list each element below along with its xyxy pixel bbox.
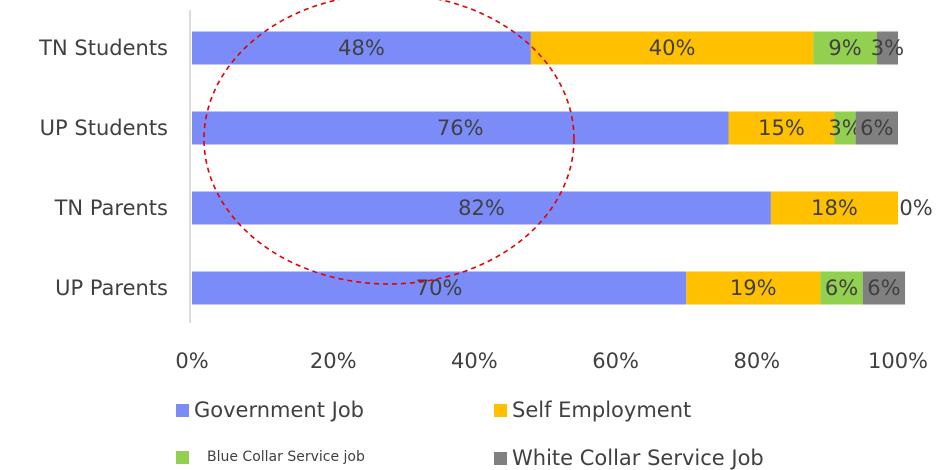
legend-label-blue-collar: Blue Collar Service job (207, 449, 365, 465)
bar-segment (728, 111, 835, 145)
bar-segment (192, 111, 729, 145)
bar-segment (192, 31, 531, 65)
legend-swatch-self-employment (494, 403, 507, 417)
legend-label-government: Government Job (194, 398, 365, 422)
x-tick-label: 60% (592, 349, 639, 373)
x-tick-label: 80% (733, 349, 780, 373)
data-label: 6% (867, 276, 900, 300)
legend-item-white-collar: White Collar Service Job (494, 446, 764, 470)
x-tick-label: 20% (310, 349, 357, 373)
category-label: UP Students (40, 116, 168, 140)
bar-segment (855, 111, 898, 145)
x-tick-label: 100% (868, 349, 928, 373)
annotation-circle (203, 0, 575, 285)
legend-item-government: Government Job (176, 398, 364, 422)
legend-swatch-government (176, 403, 189, 417)
bar-segment (770, 191, 898, 225)
legend-item-blue-collar: Blue Collar Service job (176, 449, 365, 465)
legend-label-self-employment: Self Employment (512, 398, 692, 422)
bar-segment (192, 271, 687, 305)
data-label: 9% (828, 36, 861, 60)
data-label: 6% (825, 276, 858, 300)
x-tick-label: 40% (451, 349, 498, 373)
legend-item-self-employment: Self Employment (494, 398, 691, 422)
legend-swatch-white-collar (494, 451, 507, 465)
data-label: 19% (730, 276, 777, 300)
bar-segment (686, 271, 821, 305)
bar-segment (192, 191, 771, 225)
data-label: 40% (649, 36, 696, 60)
bar-segment (862, 271, 906, 305)
category-label: TN Students (38, 36, 168, 60)
data-label: 48% (338, 36, 385, 60)
data-label: 3% (871, 36, 904, 60)
data-label: 0% (899, 196, 932, 220)
data-label: 15% (758, 116, 805, 140)
x-tick-label: 0% (175, 349, 208, 373)
category-label: UP Parents (55, 276, 168, 300)
data-label: 82% (458, 196, 505, 220)
data-label: 70% (416, 276, 463, 300)
legend-swatch-blue-collar (176, 450, 189, 464)
bar-segment (530, 31, 814, 65)
bar-segment (834, 111, 856, 145)
data-label: 76% (437, 116, 484, 140)
data-label: 18% (811, 196, 858, 220)
bar-segment (876, 31, 898, 65)
legend-label-white-collar: White Collar Service Job (512, 446, 764, 470)
data-label: 6% (860, 116, 893, 140)
bar-segment (813, 31, 877, 65)
bar-segment (820, 271, 863, 305)
category-label: TN Parents (54, 196, 168, 220)
